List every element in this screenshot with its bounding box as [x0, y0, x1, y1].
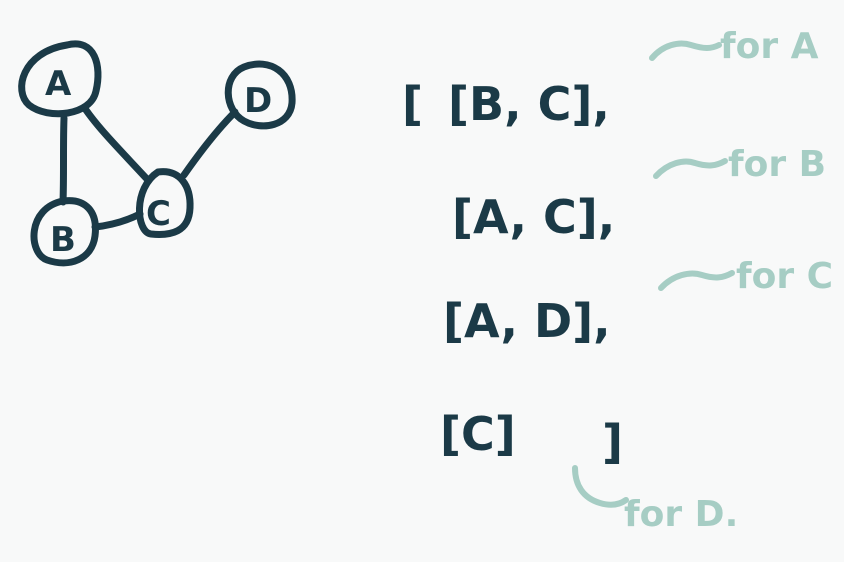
- row-b-annotation-arrow: [653, 158, 728, 179]
- adjacency-row-b: [A, C], for B: [452, 144, 826, 244]
- node-b-circle: [30, 197, 99, 267]
- row-d-note: for D.: [624, 494, 738, 535]
- outer-open-bracket: [: [402, 77, 423, 131]
- row-a-text: [B, C],: [448, 77, 610, 131]
- edge-a-b: [59, 114, 68, 206]
- edge-b-c: [91, 210, 144, 231]
- row-a-note: for A: [720, 26, 819, 67]
- node-d-circle: [224, 60, 296, 130]
- graph-edges: [59, 106, 239, 231]
- adjacency-row-d: [C] for D.: [440, 407, 738, 535]
- adjacency-row-a: [B, C], for A: [448, 26, 819, 131]
- graph-node-b: B: [30, 197, 99, 267]
- row-c-note: for C: [736, 256, 833, 297]
- row-b-text: [A, C],: [452, 190, 615, 244]
- row-b-note: for B: [728, 144, 826, 185]
- node-a-circle: [18, 40, 102, 118]
- node-d-label: D: [244, 81, 272, 121]
- node-c-circle: [136, 168, 194, 238]
- adjacency-row-c: [A, D], for C: [443, 256, 833, 348]
- graph-node-a: A: [18, 40, 102, 118]
- graph-node-c: C: [136, 168, 194, 238]
- row-a-annotation-arrow: [649, 40, 722, 61]
- node-c-label: C: [146, 194, 171, 234]
- row-d-annotation-arrow: [572, 465, 629, 508]
- node-a-label: A: [45, 64, 72, 104]
- row-c-text: [A, D],: [443, 294, 611, 348]
- node-b-label: B: [50, 220, 76, 260]
- edge-c-d: [180, 108, 239, 179]
- edge-a-c: [82, 106, 150, 182]
- graph-node-d: D: [224, 60, 296, 130]
- row-d-text: [C]: [440, 407, 516, 461]
- row-c-annotation-arrow: [658, 270, 735, 291]
- outer-close-bracket: ]: [602, 415, 623, 469]
